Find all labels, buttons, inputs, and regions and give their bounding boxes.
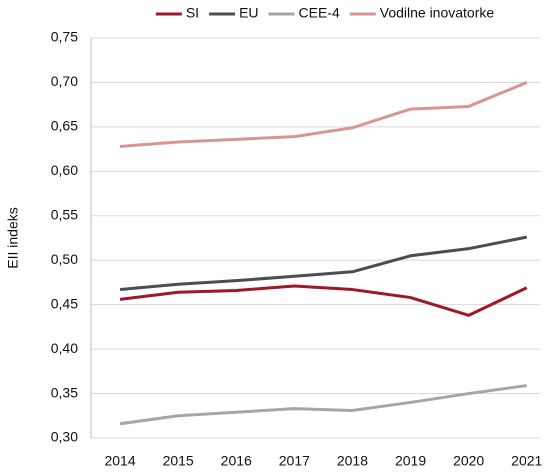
legend-label: Vodilne inovatorke [380,5,495,21]
series-line [119,81,528,148]
legend-label: SI [186,5,199,21]
x-tick-label: 2020 [453,453,484,469]
x-tick-label: 2019 [395,453,426,469]
y-tick-label: 0,50 [51,251,78,267]
x-tick-label: 2017 [279,453,310,469]
series-line [119,284,528,317]
legend-label: CEE-4 [299,5,340,21]
series-line [119,235,528,292]
legend-label: EU [239,5,258,21]
x-tick-label: 2015 [163,453,194,469]
y-tick-label: 0,60 [51,162,78,178]
y-tick-label: 0,30 [51,429,78,445]
y-tick-label: 0,45 [51,295,78,311]
y-axis-label: EII indeks [5,207,21,268]
x-tick-label: 2016 [221,453,252,469]
x-tick-label: 2018 [337,453,368,469]
y-tick-label: 0,40 [51,340,78,356]
y-tick-label: 0,55 [51,206,78,222]
x-tick-label: 2014 [104,453,135,469]
y-tick-label: 0,70 [51,73,78,89]
x-tick-label: 2021 [511,453,542,469]
y-tick-label: 0,65 [51,118,78,134]
y-tick-label: 0,35 [51,384,78,400]
y-tick-label: 0,75 [51,29,78,45]
series-line [119,384,527,426]
